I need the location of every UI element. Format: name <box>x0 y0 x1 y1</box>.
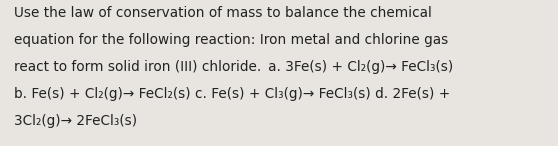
Text: react to form solid iron (III) chloride. a. 3Fe(s) + Cl₂(g)→ FeCl₃(s): react to form solid iron (III) chloride.… <box>14 60 453 74</box>
Text: Use the law of conservation of mass to balance the chemical: Use the law of conservation of mass to b… <box>14 6 432 20</box>
Text: 3Cl₂(g)→ 2FeCl₃(s): 3Cl₂(g)→ 2FeCl₃(s) <box>14 114 137 128</box>
Text: equation for the following reaction: Iron metal and chlorine gas: equation for the following reaction: Iro… <box>14 33 448 47</box>
Text: b. Fe(s) + Cl₂(g)→ FeCl₂(s) c. Fe(s) + Cl₃(g)→ FeCl₃(s) d. 2Fe(s) +: b. Fe(s) + Cl₂(g)→ FeCl₂(s) c. Fe(s) + C… <box>14 87 450 101</box>
